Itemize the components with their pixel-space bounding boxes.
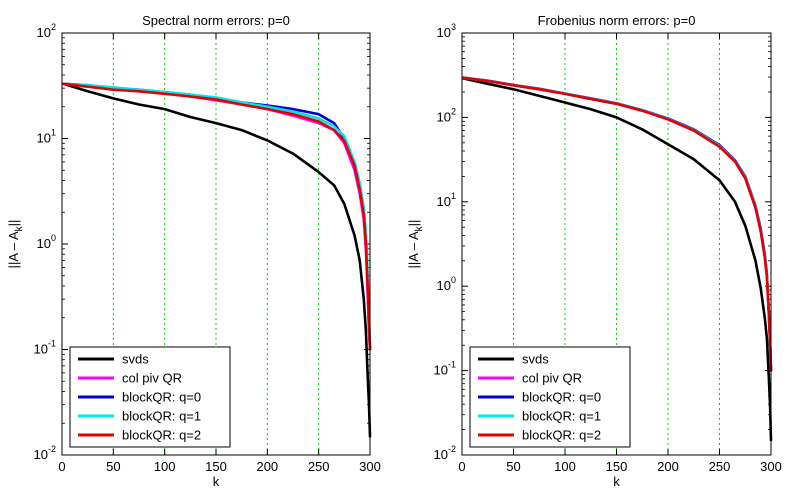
- legend-label-4: blockQR: q=1: [522, 409, 601, 424]
- legend-box: [69, 346, 231, 448]
- chart-title: Spectral norm errors: p=0: [142, 13, 290, 28]
- legend: svds col piv QR blockQR: q=0 blockQR: q=1 bl…: [69, 346, 231, 448]
- x-tick-label: 300: [760, 459, 782, 474]
- series-line-5: [461, 76, 773, 372]
- axes-frame: [461, 32, 772, 456]
- x-tick-label: 150: [205, 459, 227, 474]
- y-tick-label: 100: [437, 275, 456, 293]
- x-tick-label: 200: [256, 459, 278, 474]
- x-tick-label: 0: [58, 459, 65, 474]
- legend-label-1: svds: [122, 352, 149, 367]
- y-axis-label: ||A – Ak||: [406, 220, 425, 269]
- legend-label-5: blockQR: q=2: [522, 428, 601, 443]
- x-tick-label: 0: [458, 459, 465, 474]
- y-tick-label: 103: [437, 22, 456, 40]
- legend-label-2: col piv QR: [522, 371, 582, 386]
- series-line-1: [61, 82, 372, 438]
- y-tick-label: 102: [437, 106, 456, 124]
- y-tick-label: 10-2: [434, 444, 456, 462]
- y-tick-label: 100: [37, 233, 56, 251]
- x-tick-label: 250: [709, 459, 731, 474]
- chart-panel-1: 10-2 10-1 100 101 102 0 50 100 150 200 250 300 Spect…: [6, 13, 381, 489]
- legend-label-5: blockQR: q=2: [122, 428, 201, 443]
- x-tick-label: 100: [154, 459, 176, 474]
- x-tick-label: 250: [308, 459, 330, 474]
- x-axis-label: k: [213, 474, 220, 489]
- series-line-5: [61, 82, 372, 351]
- y-tick-label: 10-2: [34, 444, 56, 462]
- legend-label-3: blockQR: q=0: [522, 390, 601, 405]
- x-tick-label: 150: [606, 459, 628, 474]
- legend: svds col piv QR blockQR: q=0 blockQR: q=1 bl…: [469, 346, 631, 448]
- series-line-1: [461, 77, 773, 442]
- y-tick-label: 10-1: [34, 339, 56, 357]
- axes-frame: [61, 32, 371, 456]
- chart-title: Frobenius norm errors: p=0: [538, 13, 696, 28]
- x-tick-label: 300: [359, 459, 381, 474]
- legend-label-4: blockQR: q=1: [122, 409, 201, 424]
- chart-panel-2: 10-2 10-1 100 101 102 103 0 50 100 150 200 250 300 Fr…: [406, 13, 782, 489]
- y-tick-label: 10-1: [434, 360, 456, 378]
- legend-label-1: svds: [522, 352, 549, 367]
- x-tick-label: 100: [554, 459, 576, 474]
- y-tick-label: 102: [37, 22, 56, 40]
- legend-label-2: col piv QR: [122, 371, 182, 386]
- legend-label-3: blockQR: q=0: [122, 390, 201, 405]
- x-tick-label: 50: [506, 459, 520, 474]
- y-axis-label: ||A – Ak||: [6, 220, 25, 269]
- x-tick-label: 200: [657, 459, 679, 474]
- x-tick-label: 50: [106, 459, 120, 474]
- y-tick-label: 101: [437, 191, 456, 209]
- y-tick-label: 101: [37, 128, 56, 146]
- x-axis-label: k: [613, 474, 620, 489]
